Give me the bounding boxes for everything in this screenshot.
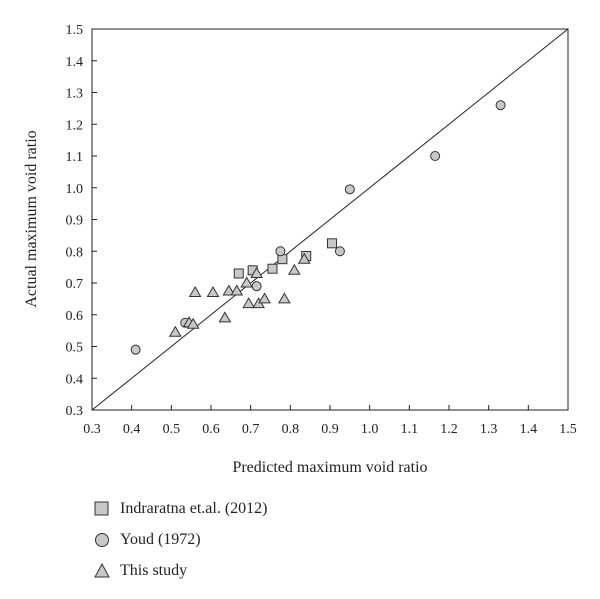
data-point-circle xyxy=(130,344,141,355)
data-point-square xyxy=(267,263,278,274)
x-tick-label: 1.3 xyxy=(480,422,498,437)
legend-label-this-study: This study xyxy=(120,561,188,579)
y-tick-label: 1.4 xyxy=(66,55,84,70)
data-point-square xyxy=(233,268,244,279)
x-axis-label: Predicted maximum void ratio xyxy=(232,459,427,476)
data-point-triangle xyxy=(250,266,263,278)
x-tick-label: 1.0 xyxy=(361,422,379,437)
data-point-triangle xyxy=(242,297,256,309)
data-point-triangle xyxy=(297,252,311,264)
data-point-triangle xyxy=(218,311,232,323)
y-tick-label: 0.9 xyxy=(66,214,84,229)
legend-label-youd: Youd (1972) xyxy=(120,530,201,548)
legend-item-youd: Youd (1972) xyxy=(92,524,267,555)
y-tick-label: 0.7 xyxy=(66,277,84,292)
y-axis-label: Actual maximum void ratio xyxy=(23,130,40,307)
data-point-triangle xyxy=(206,286,220,298)
data-point-triangle xyxy=(186,317,200,329)
data-point-circle xyxy=(275,246,286,257)
y-tick-label: 1.3 xyxy=(66,87,84,102)
y-tick-label: 1.0 xyxy=(66,182,84,197)
data-point-square xyxy=(326,238,337,249)
y-tick-label: 0.8 xyxy=(66,245,84,260)
x-tick-label: 1.2 xyxy=(440,422,458,437)
data-point-circle xyxy=(334,246,345,257)
x-tick-label: 1.1 xyxy=(401,422,419,437)
x-tick-label: 0.9 xyxy=(321,422,339,437)
triangle-marker-icon xyxy=(94,562,110,577)
circle-marker-icon xyxy=(95,532,109,547)
x-tick-label: 1.5 xyxy=(559,422,577,437)
legend: Indraratna et.al. (2012) Youd (1972) Thi… xyxy=(92,493,267,586)
data-point-circle xyxy=(495,100,506,111)
data-point-triangle xyxy=(278,292,291,304)
x-tick-label: 1.4 xyxy=(520,422,538,437)
y-tick-label: 0.4 xyxy=(66,372,84,387)
y-tick-label: 1.5 xyxy=(66,23,84,38)
data-point-circle xyxy=(344,184,355,195)
x-tick-label: 0.8 xyxy=(282,422,300,437)
data-point-circle xyxy=(430,151,441,161)
y-tick-label: 0.3 xyxy=(66,404,84,419)
x-tick-label: 0.7 xyxy=(242,422,260,437)
legend-item-indraratna: Indraratna et.al. (2012) xyxy=(92,493,267,524)
y-tick-label: 1.2 xyxy=(66,118,84,133)
data-point-triangle xyxy=(287,263,301,275)
legend-label-indraratna: Indraratna et.al. (2012) xyxy=(120,499,268,517)
y-tick-label: 0.6 xyxy=(66,309,84,324)
data-point-triangle xyxy=(230,284,244,296)
data-point-triangle xyxy=(188,286,202,298)
legend-item-this-study: This study xyxy=(92,555,267,586)
x-tick-label: 0.6 xyxy=(202,422,220,437)
one-to-one-line xyxy=(91,28,569,411)
square-marker-icon xyxy=(94,501,109,515)
scatter-chart: 0.3 0.4 0.5 0.6 0.7 0.8 0.9 1.0 1.1 1.2 1.3 1.4 1.5 … xyxy=(23,23,577,476)
x-tick-label: 0.3 xyxy=(83,422,101,437)
x-tick-label: 0.5 xyxy=(163,422,181,437)
data-point-circle xyxy=(251,281,262,292)
y-tick-label: 0.5 xyxy=(66,341,84,356)
x-tick-label: 0.4 xyxy=(123,422,141,437)
y-tick-label: 1.1 xyxy=(66,150,84,165)
data-point-triangle xyxy=(240,276,254,288)
data-point-triangle xyxy=(222,284,236,296)
data-point-triangle xyxy=(168,325,182,337)
data-point-triangle xyxy=(258,292,271,304)
